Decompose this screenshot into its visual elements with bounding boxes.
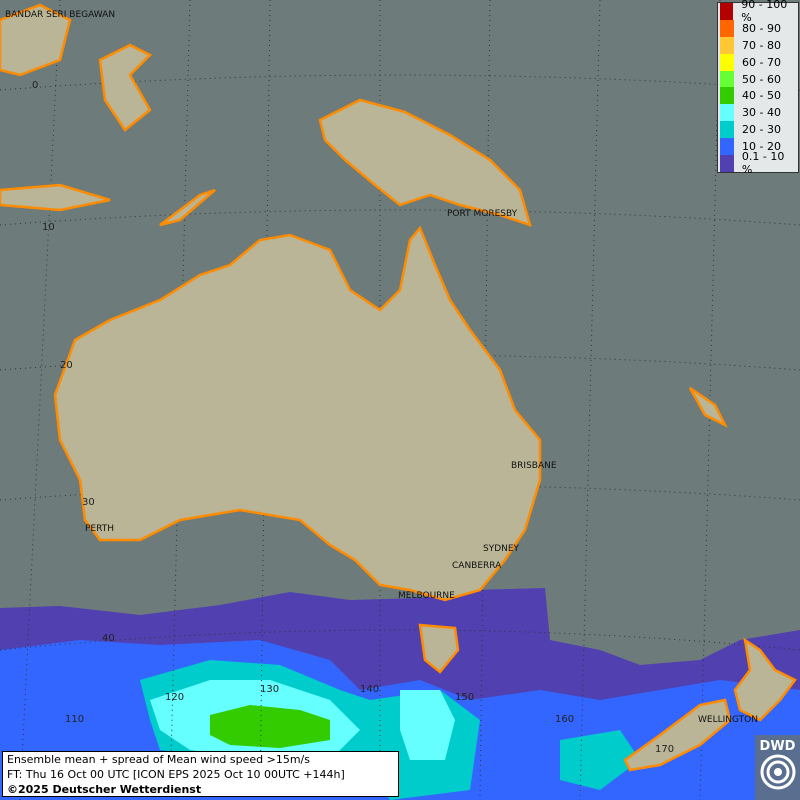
sulawesi xyxy=(98,43,153,132)
legend-swatch xyxy=(720,70,734,88)
legend-swatch xyxy=(720,121,734,139)
svg-text:0: 0 xyxy=(32,80,38,91)
legend-item: 30 - 40 xyxy=(718,104,798,122)
legend-item: 80 - 90 xyxy=(718,19,798,37)
svg-text:170: 170 xyxy=(655,744,674,755)
legend-swatch xyxy=(720,19,734,37)
legend-swatch xyxy=(720,53,734,71)
legend-item: 10 - 20 xyxy=(718,138,798,156)
city-labels: BANDAR SERI BEGAWAN PORT MORESBY PERTH B… xyxy=(5,10,758,725)
city-label: SYDNEY xyxy=(483,544,520,554)
lesser-sunda xyxy=(0,183,111,212)
svg-text:30: 30 xyxy=(82,497,95,508)
svg-text:130: 130 xyxy=(260,684,279,695)
legend-label: 90 - 100 % xyxy=(741,0,788,25)
legend-label: 0.1 - 10 % xyxy=(741,150,785,177)
svg-text:20: 20 xyxy=(60,360,73,371)
legend-item: 70 - 80 xyxy=(718,36,798,54)
grid-labels: 0 10 20 30 40 110 120 130 140 150 160 17… xyxy=(32,80,674,755)
legend-swatch xyxy=(720,104,734,122)
legend-label: 70 - 80 xyxy=(742,38,781,52)
svg-text:120: 120 xyxy=(165,692,184,703)
city-label: CANBERRA xyxy=(452,561,502,571)
new-guinea xyxy=(318,98,532,227)
australia xyxy=(53,225,542,602)
swirl-icon xyxy=(760,754,795,790)
city-label: PERTH xyxy=(85,524,114,534)
new-caledonia xyxy=(688,386,728,428)
svg-text:10: 10 xyxy=(42,222,55,233)
legend-label: 80 - 90 xyxy=(742,21,781,35)
svg-text:150: 150 xyxy=(455,692,474,703)
tasmania xyxy=(418,623,460,674)
legend-swatch xyxy=(720,3,734,20)
legend-item: 60 - 70 xyxy=(718,53,798,71)
legend-label: 50 - 60 xyxy=(742,72,781,86)
legend-label: 10 - 20 xyxy=(742,140,781,154)
legend-item: 20 - 30 xyxy=(718,121,798,139)
dwd-logo: DWD xyxy=(755,735,800,800)
info-box: Ensemble mean + spread of Mean wind spee… xyxy=(2,751,399,797)
city-label: WELLINGTON xyxy=(698,715,758,725)
borneo xyxy=(0,3,72,77)
svg-text:160: 160 xyxy=(555,714,574,725)
new-zealand-north xyxy=(733,637,797,722)
svg-text:140: 140 xyxy=(360,684,379,695)
timor xyxy=(159,188,216,227)
legend-swatch xyxy=(720,155,734,172)
city-label: BRISBANE xyxy=(511,461,557,471)
legend-swatch xyxy=(720,87,734,105)
legend-label: 40 - 50 xyxy=(742,89,781,103)
legend-swatch xyxy=(720,138,734,156)
forecast-time: FT: Thu 16 Oct 00 UTC [ICON EPS 2025 Oct… xyxy=(7,768,345,781)
svg-text:40: 40 xyxy=(102,633,115,644)
legend-item: 50 - 60 xyxy=(718,70,798,88)
city-label: MELBOURNE xyxy=(398,591,455,601)
city-label: BANDAR SERI BEGAWAN xyxy=(5,10,115,20)
legend: 90 - 100 % 80 - 90 70 - 80 60 - 70 50 - 60 40… xyxy=(717,0,799,176)
svg-text:110: 110 xyxy=(65,714,84,725)
legend-swatch xyxy=(720,36,734,54)
product-title: Ensemble mean + spread of Mean wind spee… xyxy=(7,753,310,766)
legend-label: 20 - 30 xyxy=(742,123,781,137)
city-label: PORT MORESBY xyxy=(447,209,518,219)
legend-item: 90 - 100 % xyxy=(718,0,798,24)
legend-item: 40 - 50 xyxy=(718,87,798,105)
copyright: ©2025 Deutscher Wetterdienst xyxy=(7,783,202,796)
legend-item: 0.1 - 10 % xyxy=(718,150,798,176)
new-zealand-south xyxy=(623,698,732,772)
legend-label: 60 - 70 xyxy=(742,55,781,69)
landmasses xyxy=(0,3,797,772)
legend-label: 30 - 40 xyxy=(742,106,781,120)
